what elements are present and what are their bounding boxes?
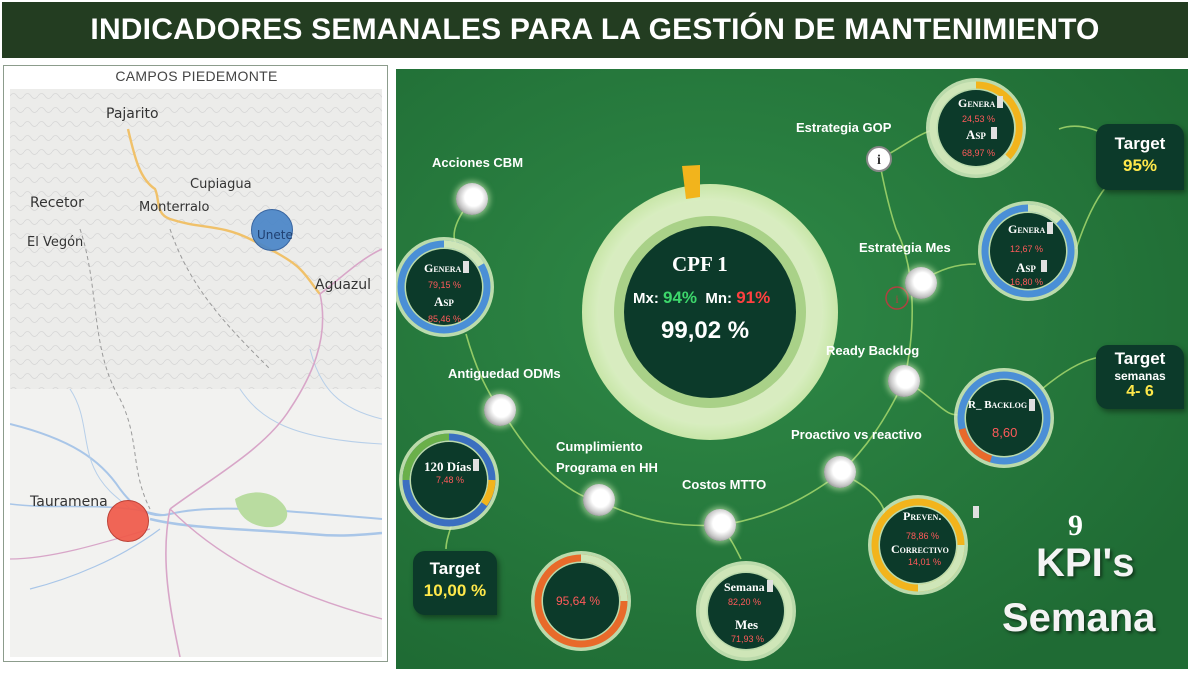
hh-value: 95,64 % (556, 594, 601, 608)
mes-genera-value: 12,67 % (1010, 244, 1044, 254)
target-backlog-value: 4- 6 (1126, 383, 1154, 400)
costos-mes-value: 71,93 % (731, 634, 765, 644)
city-label: Monterralo (139, 200, 210, 215)
gop-asp-value: 68,97 % (962, 148, 996, 158)
target-box-backlog: Target semanas 4- 6 (1096, 345, 1184, 409)
knob-estrategia-mes[interactable] (905, 267, 937, 299)
target-odm-value: 10,00 % (423, 581, 487, 600)
map-copyright: © 2024 TomTom, © 2024 Microsoft Corporat… (88, 661, 258, 662)
cbm-genera-label: Genera (424, 261, 470, 276)
knob-acciones-cbm[interactable] (456, 183, 488, 215)
ring-costos (696, 561, 796, 661)
preven-value: 78,86 % (906, 531, 940, 541)
mx-label: Mx: (633, 290, 659, 307)
kpi-dashboard: i i Acciones CBM Antiguedad ODMs Cumplim… (396, 69, 1188, 669)
city-label: Cupiagua (190, 177, 252, 192)
map-panel: CAMPOS PIEDEMONTE (3, 65, 388, 662)
target-box-odm: Target 10,00 % (413, 551, 497, 615)
label-ready-backlog: Ready Backlog (826, 343, 920, 358)
cpf-total: 99,02 % (661, 317, 750, 344)
knob-proactivo[interactable] (824, 456, 856, 488)
info-icon[interactable] (865, 145, 893, 173)
gop-genera-value: 24,53 % (962, 114, 996, 124)
mx-value: 94% (663, 288, 698, 307)
gop-asp-label: Asp (966, 127, 998, 143)
map-marker-blue[interactable] (251, 209, 293, 251)
dashboard-graphics: i i (396, 69, 1188, 669)
knob-cumplimiento-hh[interactable] (583, 484, 615, 516)
map-marker-label: Unete (257, 228, 293, 242)
ring-odm (399, 430, 499, 530)
costos-mes-label: Mes (735, 617, 759, 632)
target-top-label: Target (1114, 134, 1166, 153)
odm-label: 120 Días (424, 459, 480, 475)
map-background (9, 89, 383, 658)
cbm-asp-label: Asp (434, 294, 454, 309)
label-estrategia-mes: Estrategia Mes (859, 240, 951, 255)
city-label: El Vegón (27, 235, 84, 250)
city-label: Recetor (30, 195, 84, 211)
gop-genera-label: Genera (958, 96, 1004, 111)
label-cumplimiento-2: Programa en HH (556, 460, 658, 475)
ring-hh (531, 551, 631, 651)
city-label: Pajarito (106, 106, 159, 122)
label-estrategia-gop: Estrategia GOP (796, 120, 892, 135)
terms-link[interactable]: Terms (331, 661, 353, 662)
cbm-genera-value: 79,15 % (428, 280, 462, 290)
title-bar: INDICADORES SEMANALES PARA LA GESTIÓN DE… (2, 2, 1188, 58)
target-top-value: 95% (1122, 156, 1158, 175)
ring-backlog (954, 368, 1054, 468)
ring-cbm (396, 237, 494, 337)
label-proactivo: Proactivo vs reactivo (791, 427, 922, 442)
preven-label: Preven. (903, 509, 942, 523)
mn-label: Mn: (705, 290, 733, 307)
map-attribution: Microsoft Bing © 2024 TomTom, © 2024 Mic… (16, 661, 353, 662)
mes-asp-value: 16,80 % (1010, 277, 1044, 287)
knob-ready-backlog[interactable] (888, 365, 920, 397)
map-canvas[interactable]: Pajarito Recetor Cupiagua Monterralo El … (9, 89, 383, 658)
label-cumplimiento-1: Cumplimiento (556, 439, 643, 454)
kpi-subtitle: Semana (1002, 596, 1156, 640)
ring-gop (926, 78, 1026, 178)
costos-semana-label: Semana (724, 580, 773, 595)
odm-value: 7,48 % (436, 475, 465, 485)
mes-genera-label: Genera (1008, 222, 1054, 237)
ring-proactivo (868, 495, 968, 595)
kpi-count: 9 (1068, 509, 1083, 542)
target-box-top: Target 95% (1096, 124, 1184, 190)
kpi-title: KPI's (1036, 541, 1135, 585)
label-acciones-cbm: Acciones CBM (432, 155, 524, 170)
cpf-mx-mn: Mx: 94% Mn: 91% (633, 288, 770, 308)
svg-text:i: i (895, 292, 899, 306)
cpf-name: CPF 1 (672, 252, 728, 276)
city-label: Tauramena (30, 494, 108, 510)
map-marker-red[interactable] (107, 500, 149, 542)
page-title: INDICADORES SEMANALES PARA LA GESTIÓN DE… (90, 13, 1100, 46)
correctivo-label: Correctivo (891, 542, 949, 556)
mes-asp-label: Asp (1016, 260, 1048, 276)
knob-antiguedad-odms[interactable] (484, 394, 516, 426)
knob-costos-mtto[interactable] (704, 509, 736, 541)
city-label: Aguazul (315, 277, 372, 293)
svg-text:i: i (877, 153, 881, 168)
label-costos-mtto: Costos MTTO (682, 477, 767, 492)
label-antiguedad-odms: Antiguedad ODMs (448, 366, 561, 381)
target-odm-label: Target (429, 559, 481, 578)
map-title: CAMPOS PIEDEMONTE (115, 68, 278, 84)
osm-link[interactable]: © OpenStreetMap (260, 661, 325, 662)
backlog-label: R_ Backlog (968, 399, 1036, 411)
backlog-value: 8,60 (992, 425, 1018, 440)
target-backlog-label: Target (1114, 349, 1166, 368)
preven-bar (973, 506, 979, 518)
costos-semana-value: 82,20 % (728, 597, 762, 607)
cbm-asp-value: 85,46 % (428, 314, 462, 324)
mn-value: 91% (736, 288, 771, 307)
bing-logo-text: Microsoft Bing (16, 661, 72, 662)
correctivo-value: 14,01 % (908, 557, 942, 567)
target-backlog-sub: semanas (1114, 369, 1166, 383)
